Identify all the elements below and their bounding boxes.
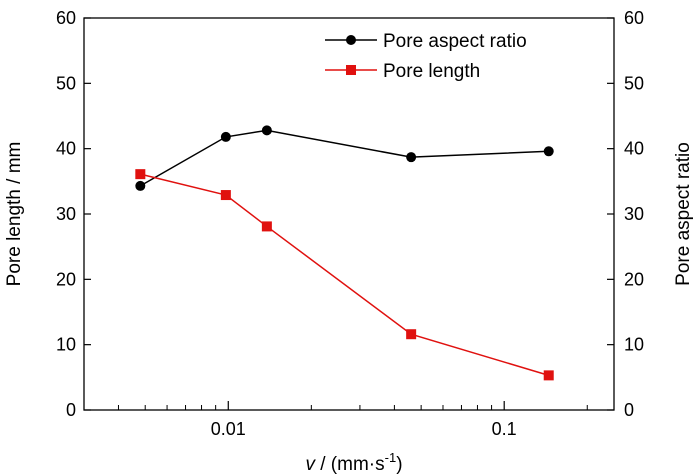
legend-aspect-ratio-marker xyxy=(346,35,356,45)
y-right-tick-label: 40 xyxy=(624,139,644,159)
x-axis-label: v / (mm·s-1) xyxy=(305,450,402,475)
y-left-tick-label: 10 xyxy=(56,335,76,355)
y-left-tick-label: 40 xyxy=(56,139,76,159)
y-right-tick-label: 30 xyxy=(624,204,644,224)
pore-length-line xyxy=(140,173,549,377)
aspect-ratio-point xyxy=(406,152,417,163)
y-right-tick-label: 60 xyxy=(624,8,644,28)
x-axis-unit: / (mm·s xyxy=(315,454,385,475)
aspect-ratio-point xyxy=(135,180,146,191)
plot-frame xyxy=(83,17,615,411)
y-left-tick-label: 0 xyxy=(66,400,76,420)
pore-length-point xyxy=(135,169,146,180)
y-right-tick-label: 0 xyxy=(624,400,634,420)
x-tick-label: 0.1 xyxy=(492,419,517,439)
legend: Pore aspect ratio Pore length xyxy=(325,31,527,82)
pore-length-point xyxy=(261,221,272,232)
y-left-tick-label: 20 xyxy=(56,269,76,289)
y-left-tick-label: 60 xyxy=(56,8,76,28)
y-left-tick-label: 50 xyxy=(56,73,76,93)
y-right-tick-label: 10 xyxy=(624,335,644,355)
aspect-ratio-point xyxy=(261,125,272,136)
pore-length-point xyxy=(220,190,231,201)
aspect-ratio-point xyxy=(543,146,554,157)
y-axis-left-label: Pore length / mm xyxy=(4,142,25,287)
legend-pore-length-label: Pore length xyxy=(383,61,480,82)
legend-aspect-ratio-label: Pore aspect ratio xyxy=(383,31,527,52)
x-axis-symbol: v xyxy=(305,454,316,475)
aspect-ratio-line xyxy=(139,129,549,187)
legend-pore-length-marker xyxy=(346,65,356,75)
pore-length-point xyxy=(543,370,554,381)
aspect-ratio-point xyxy=(220,131,231,142)
pore-length-point xyxy=(406,329,417,340)
ticks: 0 10 20 30 40 50 60 0 10 20 30 40 50 60 0.01 0.1 xyxy=(56,8,644,439)
series-layer xyxy=(135,125,554,381)
y-axis-right-label: Pore aspect ratio xyxy=(673,142,694,286)
y-right-tick-label: 50 xyxy=(624,73,644,93)
x-tick-label: 0.01 xyxy=(211,419,246,439)
y-right-tick-label: 20 xyxy=(624,269,644,289)
y-left-tick-label: 30 xyxy=(56,204,76,224)
x-axis-unit-exponent: -1 xyxy=(385,450,397,465)
x-axis-unit-close: ) xyxy=(396,454,402,475)
